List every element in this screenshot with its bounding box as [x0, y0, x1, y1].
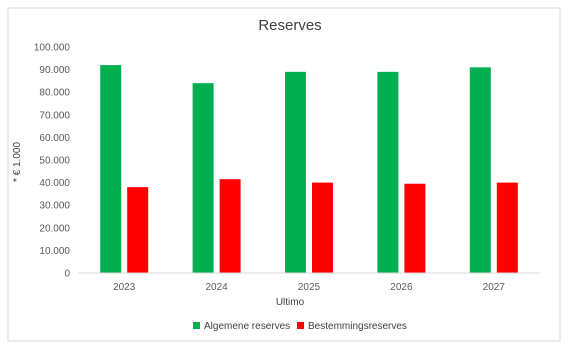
- y-tick-label: 0: [64, 269, 70, 280]
- x-tick-label: 2024: [205, 282, 228, 293]
- y-tick-label: 20.000: [39, 223, 70, 234]
- legend-label-algemene-reserves: Algemene reserves: [204, 321, 290, 332]
- bar-algemene-reserves-2026: [377, 71, 399, 273]
- bar-algemene-reserves-2027: [469, 67, 491, 273]
- y-tick-label: 40.000: [39, 178, 70, 189]
- x-tick-label: 2025: [298, 282, 321, 293]
- x-axis-title: Ultimo: [276, 297, 305, 308]
- legend-label-bestemmingsreserves: Bestemmingsreserves: [308, 321, 407, 332]
- x-axis: 2023 2024 2025 2026 2027: [113, 282, 505, 293]
- x-tick-label: 2027: [483, 282, 506, 293]
- y-tick-label: 90.000: [39, 65, 70, 76]
- y-tick-label: 10.000: [39, 246, 70, 257]
- legend-swatch-algemene-reserves: [193, 322, 200, 329]
- y-axis: 0 10.000 20.000 30.000 40.000 50.000 60.000 70.…: [34, 43, 71, 280]
- legend: Algemene reserves Bestemmingsreserves: [193, 321, 407, 332]
- y-axis-title: * € 1.000: [12, 142, 23, 182]
- bar-bestemmingsreserves-2025: [312, 182, 333, 273]
- chart-title: Reserves: [258, 17, 321, 34]
- plot-area: [100, 65, 518, 273]
- bar-bestemmingsreserves-2026: [404, 183, 426, 273]
- x-tick-label: 2023: [113, 282, 136, 293]
- y-tick-label: 80.000: [39, 88, 70, 99]
- y-tick-label: 100.000: [34, 43, 71, 54]
- bar-bestemmingsreserves-2024: [219, 179, 241, 273]
- y-tick-label: 30.000: [39, 201, 70, 212]
- bar-algemene-reserves-2023: [100, 65, 122, 273]
- bar-algemene-reserves-2025: [285, 71, 306, 273]
- y-tick-label: 60.000: [39, 133, 70, 144]
- chart-frame: [7, 7, 561, 342]
- y-tick-label: 50.000: [39, 156, 70, 167]
- bar-bestemmingsreserves-2023: [127, 187, 149, 273]
- y-tick-label: 70.000: [39, 110, 70, 121]
- legend-swatch-bestemmingsreserves: [297, 322, 304, 329]
- bar-algemene-reserves-2024: [192, 83, 214, 273]
- x-tick-label: 2026: [390, 282, 413, 293]
- bar-bestemmingsreserves-2027: [496, 182, 518, 273]
